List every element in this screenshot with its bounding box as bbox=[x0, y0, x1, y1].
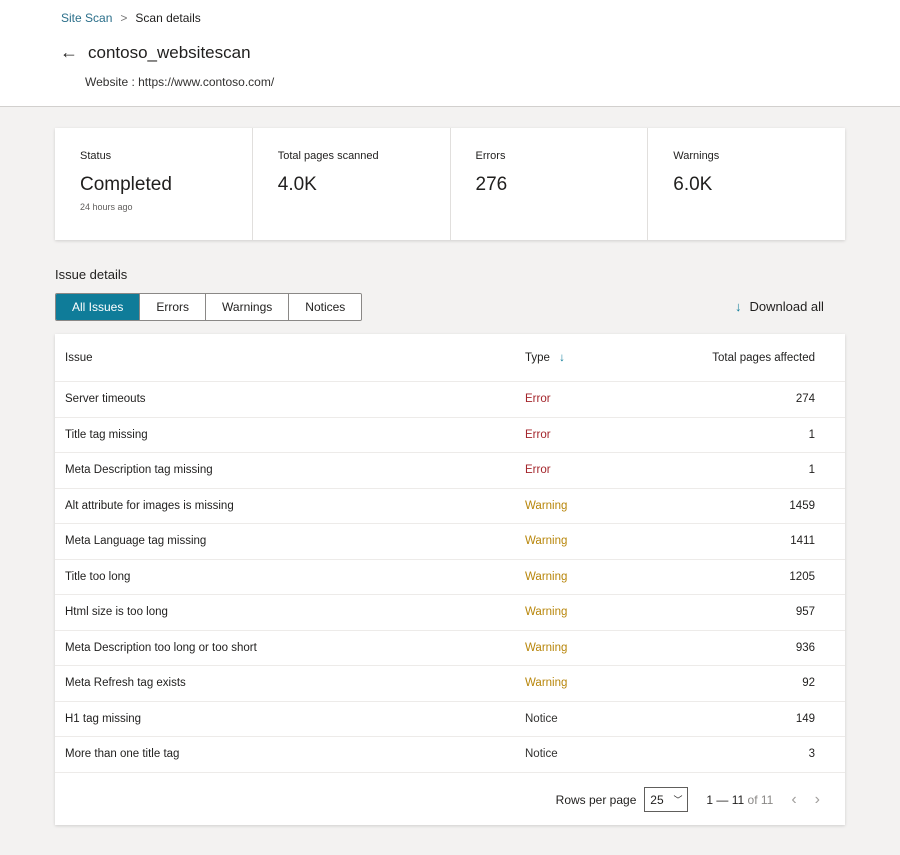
table-row[interactable]: Server timeouts Error 274 bbox=[55, 382, 845, 418]
download-icon: ↓ bbox=[735, 299, 742, 314]
download-label: Download all bbox=[749, 299, 824, 314]
issue-name: Meta Description tag missing bbox=[65, 464, 213, 477]
issue-type: Warning bbox=[525, 499, 568, 512]
pages-scanned-card: Total pages scanned 4.0K bbox=[253, 128, 451, 240]
breadcrumb-site-scan[interactable]: Site Scan bbox=[61, 11, 113, 25]
table-row[interactable]: H1 tag missing Notice 149 bbox=[55, 702, 845, 737]
issue-filter-tabs: All Issues Errors Warnings Notices bbox=[55, 293, 363, 321]
tab-notices[interactable]: Notices bbox=[289, 294, 362, 320]
section-title: Issue details bbox=[55, 267, 128, 282]
card-label: Warnings bbox=[673, 150, 720, 162]
issues-table: Issue Type ↓ Total pages affected Server… bbox=[55, 334, 845, 825]
table-row[interactable]: Meta Description too long or too short Wa… bbox=[55, 631, 845, 666]
column-type[interactable]: Type ↓ bbox=[525, 352, 675, 364]
pages-affected: 957 bbox=[795, 606, 815, 619]
issue-name: More than one title tag bbox=[65, 748, 180, 761]
table-row[interactable]: Title too long Warning 1205 bbox=[55, 560, 845, 595]
table-row[interactable]: Meta Description tag missing Error 1 bbox=[55, 453, 845, 489]
tab-errors[interactable]: Errors bbox=[140, 294, 207, 320]
tab-all-issues[interactable]: All Issues bbox=[56, 294, 141, 320]
breadcrumb: Site Scan > Scan details bbox=[61, 11, 201, 25]
pages-affected: 149 bbox=[795, 712, 815, 725]
prev-page-icon[interactable]: ‹ bbox=[791, 790, 797, 808]
issue-type: Warning bbox=[525, 535, 568, 548]
issue-type: Notice bbox=[525, 712, 558, 725]
breadcrumb-current: Scan details bbox=[135, 11, 201, 25]
pages-affected: 1 bbox=[808, 428, 815, 441]
tab-warnings[interactable]: Warnings bbox=[206, 294, 290, 320]
issue-name: Html size is too long bbox=[65, 606, 168, 619]
chevron-right-icon: > bbox=[120, 11, 128, 25]
issue-type: Warning bbox=[525, 570, 568, 583]
issue-name: Title tag missing bbox=[65, 428, 148, 441]
page-header: Site Scan > Scan details ← contoso_websites… bbox=[0, 0, 900, 107]
table-row[interactable]: Meta Refresh tag exists Warning 92 bbox=[55, 666, 845, 702]
issue-type: Warning bbox=[525, 677, 568, 690]
issue-name: Title too long bbox=[65, 570, 131, 583]
issue-name: Server timeouts bbox=[65, 393, 146, 406]
card-value: Completed bbox=[80, 174, 172, 195]
issue-type: Error bbox=[525, 428, 551, 441]
issue-type: Error bbox=[525, 393, 551, 406]
errors-card: Errors 276 bbox=[451, 128, 649, 240]
pages-affected: 1411 bbox=[790, 535, 815, 548]
back-arrow-icon[interactable]: ← bbox=[60, 42, 78, 62]
total-text: of 11 bbox=[747, 792, 774, 807]
pages-affected: 936 bbox=[795, 641, 815, 654]
rows-per-page-select[interactable]: 25 ﹀ bbox=[644, 787, 689, 812]
status-card: Status Completed 24 hours ago bbox=[55, 128, 253, 240]
rows-per-page-value: 25 bbox=[650, 792, 664, 807]
table-row[interactable]: Title tag missing Error 1 bbox=[55, 418, 845, 453]
column-type-label: Type bbox=[525, 351, 550, 364]
table-header: Issue Type ↓ Total pages affected bbox=[55, 334, 845, 382]
summary-cards: Status Completed 24 hours ago Total page… bbox=[55, 128, 845, 240]
rows-per-page-label: Rows per page bbox=[555, 792, 637, 807]
card-value: 4.0K bbox=[277, 174, 317, 195]
issue-type: Notice bbox=[525, 748, 558, 761]
card-label: Errors bbox=[475, 150, 506, 162]
table-row[interactable]: More than one title tag Notice 3 bbox=[55, 737, 845, 773]
card-label: Status bbox=[80, 150, 112, 162]
issue-name: Meta Description too long or too short bbox=[65, 641, 257, 654]
pages-affected: 1 bbox=[808, 464, 815, 477]
website-label: Website : https://www.contoso.com/ bbox=[85, 75, 275, 89]
page-range: 1 — 11 of 11 bbox=[706, 793, 773, 807]
chevron-down-icon: ﹀ bbox=[673, 795, 683, 805]
page-title: contoso_websitescan bbox=[88, 42, 251, 62]
card-value: 6.0K bbox=[673, 174, 713, 195]
pages-affected: 1205 bbox=[789, 570, 815, 583]
next-page-icon[interactable]: › bbox=[814, 790, 820, 808]
issue-name: Meta Language tag missing bbox=[65, 535, 207, 548]
pages-affected: 3 bbox=[808, 748, 815, 761]
warnings-card: Warnings 6.0K bbox=[648, 128, 845, 240]
pagination: Rows per page 25 ﹀ 1 — 11 of 11 ‹ › bbox=[556, 787, 820, 812]
card-timestamp: 24 hours ago bbox=[80, 202, 133, 212]
issue-type: Warning bbox=[525, 606, 568, 619]
range-text: 1 — 11 bbox=[706, 792, 745, 807]
issue-type: Error bbox=[525, 464, 551, 477]
issue-name: Meta Refresh tag exists bbox=[65, 677, 186, 690]
table-row[interactable]: Alt attribute for images is missing Warni… bbox=[55, 489, 845, 524]
download-all-button[interactable]: ↓ Download all bbox=[735, 299, 824, 314]
issue-name: H1 tag missing bbox=[65, 712, 142, 725]
issue-type: Warning bbox=[525, 641, 568, 654]
card-value: 276 bbox=[475, 174, 508, 195]
table-row[interactable]: Meta Language tag missing Warning 1411 bbox=[55, 524, 845, 560]
card-label: Total pages scanned bbox=[277, 150, 379, 162]
sort-down-icon: ↓ bbox=[559, 351, 565, 364]
pages-affected: 1459 bbox=[789, 499, 815, 512]
pages-affected: 274 bbox=[795, 393, 815, 406]
column-issue[interactable]: Issue bbox=[65, 351, 93, 364]
column-pages[interactable]: Total pages affected bbox=[712, 351, 815, 364]
pages-affected: 92 bbox=[802, 677, 815, 690]
issue-name: Alt attribute for images is missing bbox=[65, 499, 234, 512]
table-row[interactable]: Html size is too long Warning 957 bbox=[55, 595, 845, 631]
